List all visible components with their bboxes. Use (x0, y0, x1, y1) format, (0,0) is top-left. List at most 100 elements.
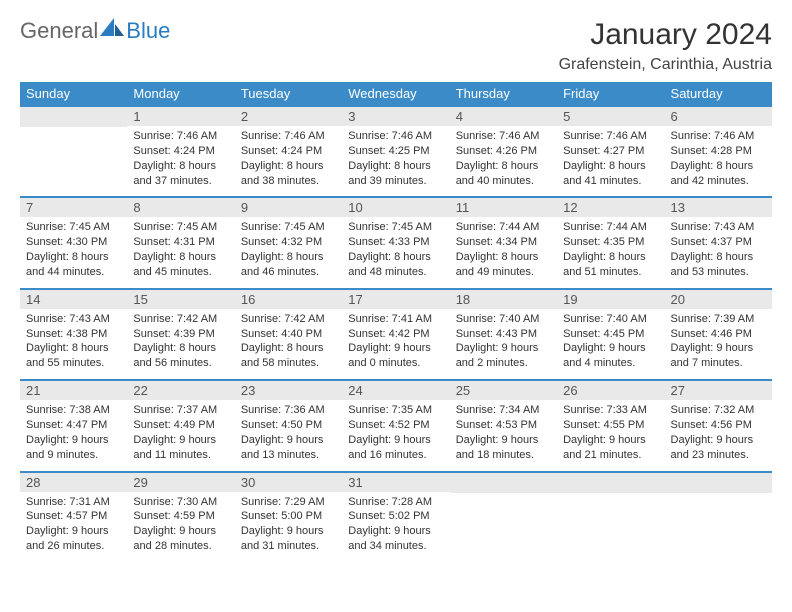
calendar-head: SundayMondayTuesdayWednesdayThursdayFrid… (20, 82, 772, 106)
day-line: Sunrise: 7:39 AM (671, 312, 766, 327)
weekday-header: Monday (127, 82, 234, 106)
day-number: 30 (235, 473, 342, 492)
calendar-cell: 30Sunrise: 7:29 AMSunset: 5:00 PMDayligh… (235, 472, 342, 562)
day-line: Sunrise: 7:42 AM (241, 312, 336, 327)
calendar-cell (665, 472, 772, 562)
day-line: Sunset: 5:02 PM (348, 509, 443, 524)
day-line: and 45 minutes. (133, 265, 228, 280)
calendar-cell: 19Sunrise: 7:40 AMSunset: 4:45 PMDayligh… (557, 289, 664, 380)
day-line: and 55 minutes. (26, 356, 121, 371)
day-line: Daylight: 8 hours (241, 250, 336, 265)
day-line: Sunrise: 7:32 AM (671, 403, 766, 418)
day-line: and 18 minutes. (456, 448, 551, 463)
day-line: Sunrise: 7:36 AM (241, 403, 336, 418)
day-number: 25 (450, 381, 557, 400)
day-body: Sunrise: 7:45 AMSunset: 4:30 PMDaylight:… (20, 217, 127, 287)
day-body: Sunrise: 7:36 AMSunset: 4:50 PMDaylight:… (235, 400, 342, 470)
day-line: and 49 minutes. (456, 265, 551, 280)
day-number: 10 (342, 198, 449, 217)
calendar-cell: 13Sunrise: 7:43 AMSunset: 4:37 PMDayligh… (665, 197, 772, 288)
day-line: Sunrise: 7:44 AM (456, 220, 551, 235)
day-number (20, 107, 127, 127)
day-line: Daylight: 8 hours (348, 159, 443, 174)
day-body: Sunrise: 7:30 AMSunset: 4:59 PMDaylight:… (127, 492, 234, 562)
day-line: Sunset: 4:45 PM (563, 327, 658, 342)
day-number: 21 (20, 381, 127, 400)
calendar-cell: 31Sunrise: 7:28 AMSunset: 5:02 PMDayligh… (342, 472, 449, 562)
day-line: Sunset: 4:42 PM (348, 327, 443, 342)
brand-part1: General (20, 18, 98, 44)
day-body (450, 493, 557, 543)
day-number: 17 (342, 290, 449, 309)
day-line: Sunrise: 7:43 AM (671, 220, 766, 235)
day-line: Sunrise: 7:46 AM (456, 129, 551, 144)
day-line: and 23 minutes. (671, 448, 766, 463)
month-title: January 2024 (559, 18, 772, 52)
calendar-cell: 8Sunrise: 7:45 AMSunset: 4:31 PMDaylight… (127, 197, 234, 288)
day-number (665, 473, 772, 493)
day-line: Sunset: 4:53 PM (456, 418, 551, 433)
day-line: Daylight: 9 hours (671, 341, 766, 356)
calendar-cell: 15Sunrise: 7:42 AMSunset: 4:39 PMDayligh… (127, 289, 234, 380)
calendar-table: SundayMondayTuesdayWednesdayThursdayFrid… (20, 82, 772, 562)
day-line: Daylight: 9 hours (241, 524, 336, 539)
day-body: Sunrise: 7:44 AMSunset: 4:35 PMDaylight:… (557, 217, 664, 287)
day-line: Sunset: 5:00 PM (241, 509, 336, 524)
day-line: Daylight: 9 hours (133, 433, 228, 448)
day-line: and 34 minutes. (348, 539, 443, 554)
day-number: 26 (557, 381, 664, 400)
day-line: Daylight: 9 hours (26, 433, 121, 448)
day-number: 16 (235, 290, 342, 309)
day-line: and 31 minutes. (241, 539, 336, 554)
day-line: Daylight: 8 hours (348, 250, 443, 265)
day-number: 9 (235, 198, 342, 217)
day-line: Sunset: 4:25 PM (348, 144, 443, 159)
calendar-cell: 16Sunrise: 7:42 AMSunset: 4:40 PMDayligh… (235, 289, 342, 380)
day-body: Sunrise: 7:46 AMSunset: 4:24 PMDaylight:… (235, 126, 342, 196)
day-line: and 56 minutes. (133, 356, 228, 371)
calendar-week-row: 28Sunrise: 7:31 AMSunset: 4:57 PMDayligh… (20, 472, 772, 562)
day-line: Daylight: 8 hours (133, 341, 228, 356)
day-line: Sunrise: 7:28 AM (348, 495, 443, 510)
day-body (665, 493, 772, 543)
day-body: Sunrise: 7:32 AMSunset: 4:56 PMDaylight:… (665, 400, 772, 470)
day-body: Sunrise: 7:39 AMSunset: 4:46 PMDaylight:… (665, 309, 772, 379)
day-line: Sunset: 4:31 PM (133, 235, 228, 250)
calendar-cell: 28Sunrise: 7:31 AMSunset: 4:57 PMDayligh… (20, 472, 127, 562)
day-line: Sunrise: 7:45 AM (348, 220, 443, 235)
brand-logo: General Blue (20, 18, 170, 44)
day-body: Sunrise: 7:41 AMSunset: 4:42 PMDaylight:… (342, 309, 449, 379)
location-text: Grafenstein, Carinthia, Austria (559, 56, 772, 74)
calendar-cell: 3Sunrise: 7:46 AMSunset: 4:25 PMDaylight… (342, 106, 449, 197)
day-line: Sunset: 4:28 PM (671, 144, 766, 159)
day-line: and 21 minutes. (563, 448, 658, 463)
day-body: Sunrise: 7:45 AMSunset: 4:33 PMDaylight:… (342, 217, 449, 287)
calendar-cell (450, 472, 557, 562)
day-body: Sunrise: 7:35 AMSunset: 4:52 PMDaylight:… (342, 400, 449, 470)
day-body: Sunrise: 7:40 AMSunset: 4:45 PMDaylight:… (557, 309, 664, 379)
day-line: Daylight: 9 hours (456, 341, 551, 356)
day-line: Daylight: 8 hours (563, 250, 658, 265)
day-line: Sunrise: 7:44 AM (563, 220, 658, 235)
day-line: Daylight: 8 hours (241, 159, 336, 174)
calendar-week-row: 14Sunrise: 7:43 AMSunset: 4:38 PMDayligh… (20, 289, 772, 380)
day-number: 29 (127, 473, 234, 492)
day-line: Sunrise: 7:46 AM (563, 129, 658, 144)
day-line: Daylight: 8 hours (671, 250, 766, 265)
weekday-header: Thursday (450, 82, 557, 106)
day-line: Daylight: 9 hours (26, 524, 121, 539)
day-number: 28 (20, 473, 127, 492)
calendar-cell: 6Sunrise: 7:46 AMSunset: 4:28 PMDaylight… (665, 106, 772, 197)
calendar-cell: 23Sunrise: 7:36 AMSunset: 4:50 PMDayligh… (235, 380, 342, 471)
day-line: and 11 minutes. (133, 448, 228, 463)
day-body: Sunrise: 7:34 AMSunset: 4:53 PMDaylight:… (450, 400, 557, 470)
calendar-cell: 7Sunrise: 7:45 AMSunset: 4:30 PMDaylight… (20, 197, 127, 288)
day-line: Daylight: 9 hours (671, 433, 766, 448)
day-line: Sunset: 4:32 PM (241, 235, 336, 250)
day-line: Sunset: 4:52 PM (348, 418, 443, 433)
day-line: Daylight: 8 hours (241, 341, 336, 356)
day-line: Sunset: 4:47 PM (26, 418, 121, 433)
day-line: Daylight: 9 hours (133, 524, 228, 539)
calendar-cell: 25Sunrise: 7:34 AMSunset: 4:53 PMDayligh… (450, 380, 557, 471)
day-body: Sunrise: 7:46 AMSunset: 4:28 PMDaylight:… (665, 126, 772, 196)
